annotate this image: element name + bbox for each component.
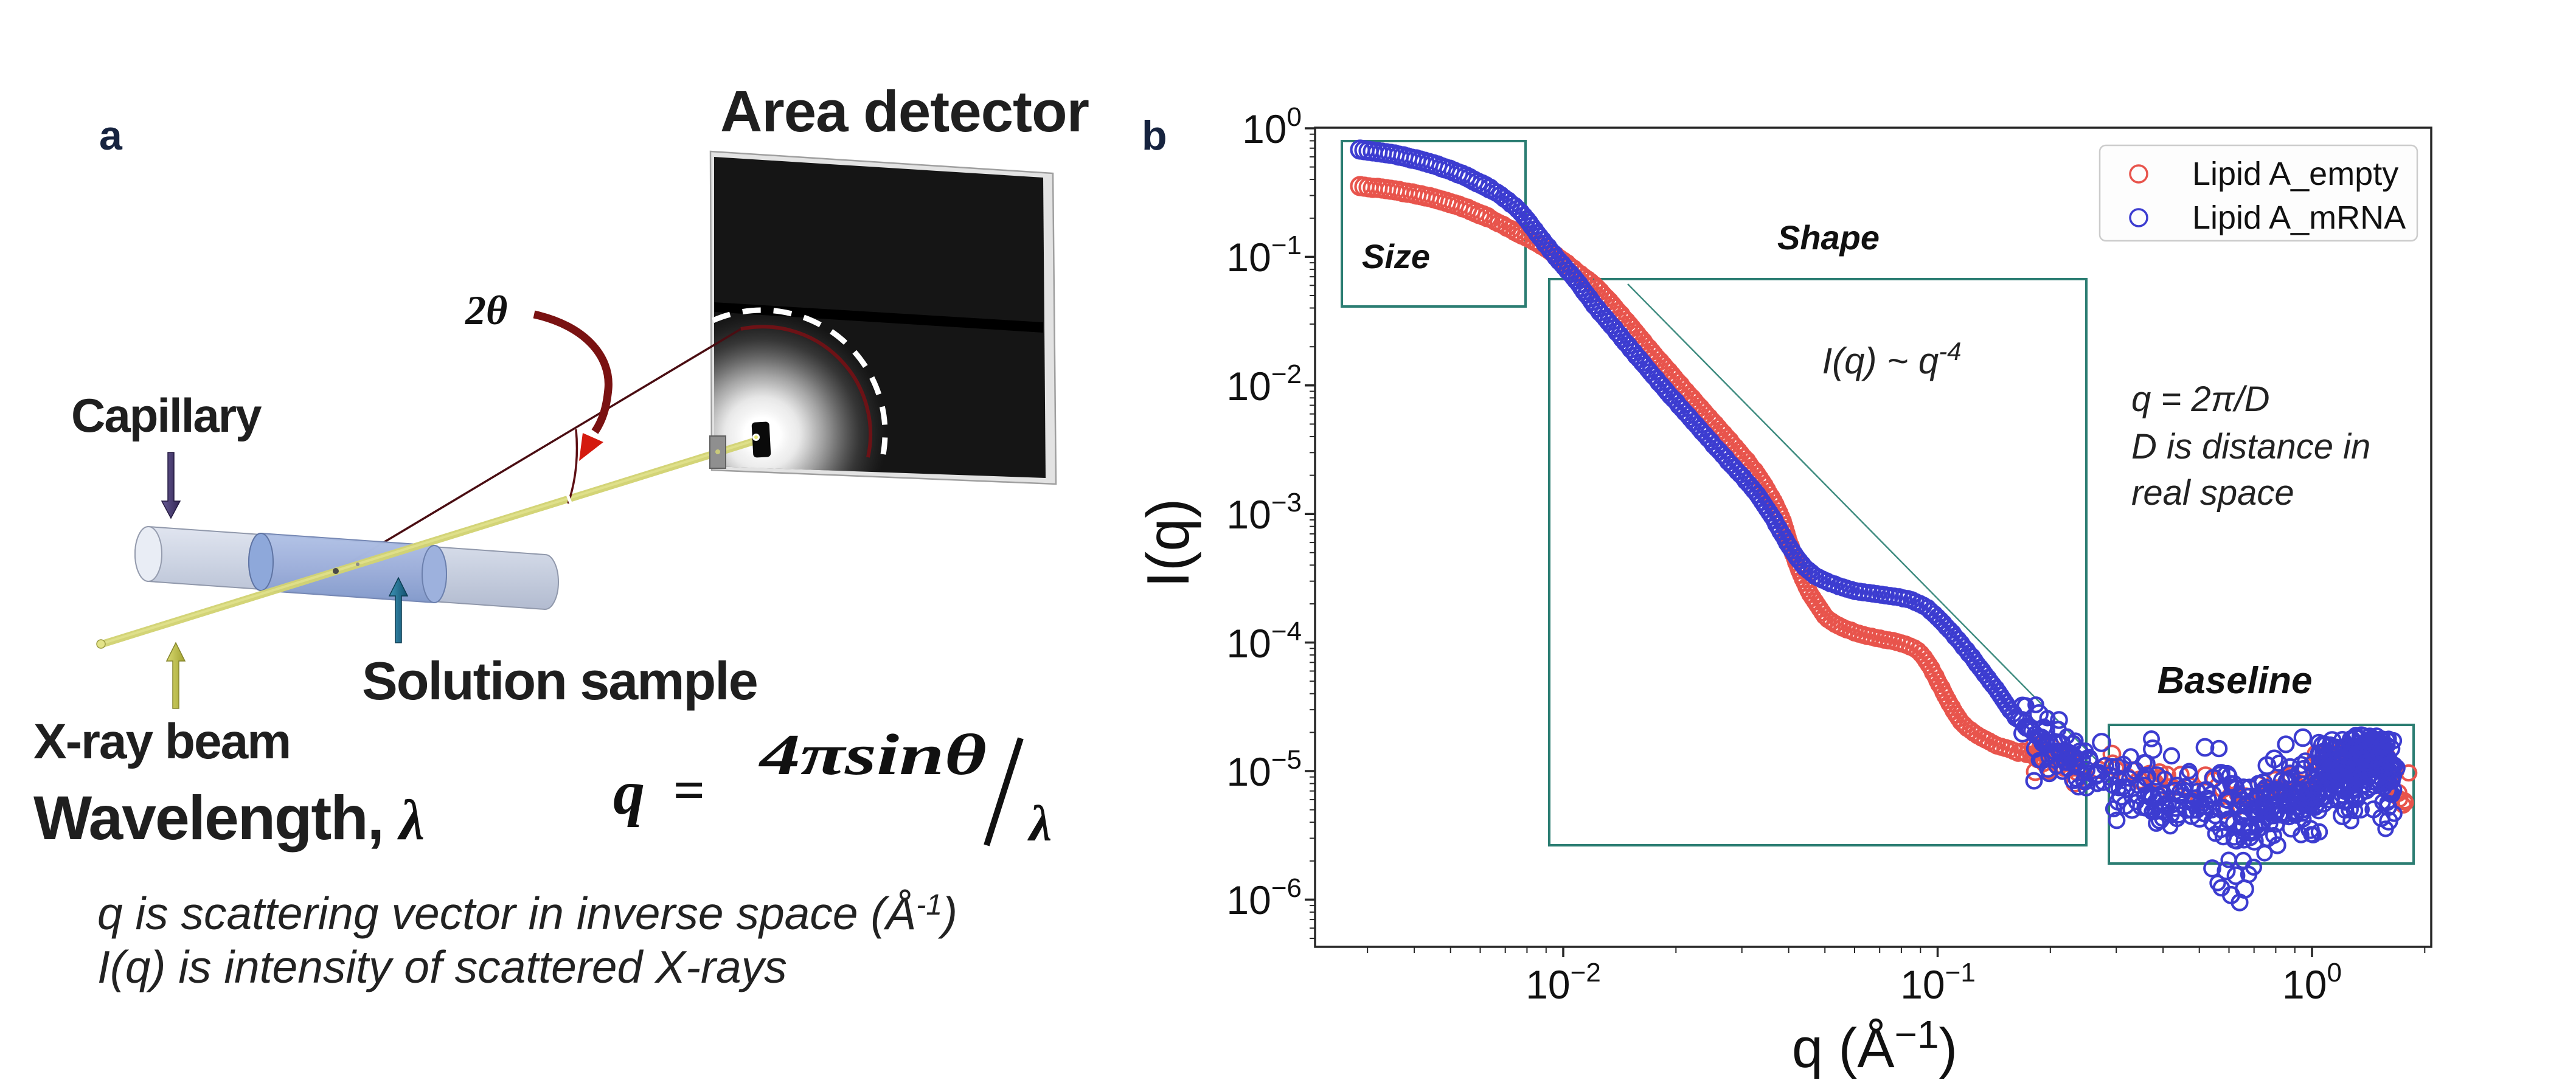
svg-text:λ: λ — [1027, 795, 1052, 852]
svg-text:10−5: 10−5 — [1226, 745, 1302, 794]
svg-text:10−6: 10−6 — [1226, 873, 1302, 922]
svg-text:Shape: Shape — [1777, 218, 1880, 257]
svg-text:4πsinθ: 4πsinθ — [758, 722, 987, 787]
svg-text:X-ray beam: X-ray beam — [33, 714, 290, 769]
svg-text:Lipid A_empty: Lipid A_empty — [2192, 156, 2398, 192]
svg-text:Wavelength, λ: Wavelength, λ — [33, 783, 423, 853]
svg-text:I(q) is intensity of scattered: I(q) is intensity of scattered X-rays — [97, 941, 787, 992]
svg-text:q: q — [613, 758, 645, 828]
svg-text:=: = — [673, 759, 704, 821]
svg-text:b: b — [1142, 112, 1167, 159]
svg-text:Size: Size — [1362, 237, 1430, 275]
svg-text:a: a — [99, 112, 123, 159]
svg-text:2θ: 2θ — [465, 287, 507, 333]
svg-text:Baseline: Baseline — [2157, 660, 2312, 702]
svg-text:Capillary: Capillary — [71, 389, 262, 442]
svg-text:Lipid A_mRNA: Lipid A_mRNA — [2192, 199, 2406, 236]
svg-text:q = 2π/D: q = 2π/D — [2131, 379, 2269, 419]
svg-text:D is distance in: D is distance in — [2131, 427, 2370, 466]
svg-text:real space: real space — [2131, 473, 2294, 513]
svg-text:Area detector: Area detector — [720, 79, 1089, 144]
svg-text:q is scattering vector in inve: q is scattering vector in inverse space … — [97, 888, 957, 939]
svg-text:I(q) ~ q-4: I(q) ~ q-4 — [1822, 337, 1961, 381]
svg-text:q (Å−1): q (Å−1) — [1792, 1012, 1957, 1079]
svg-text:Solution sample: Solution sample — [362, 651, 757, 711]
svg-text:I(q): I(q) — [1134, 499, 1201, 588]
